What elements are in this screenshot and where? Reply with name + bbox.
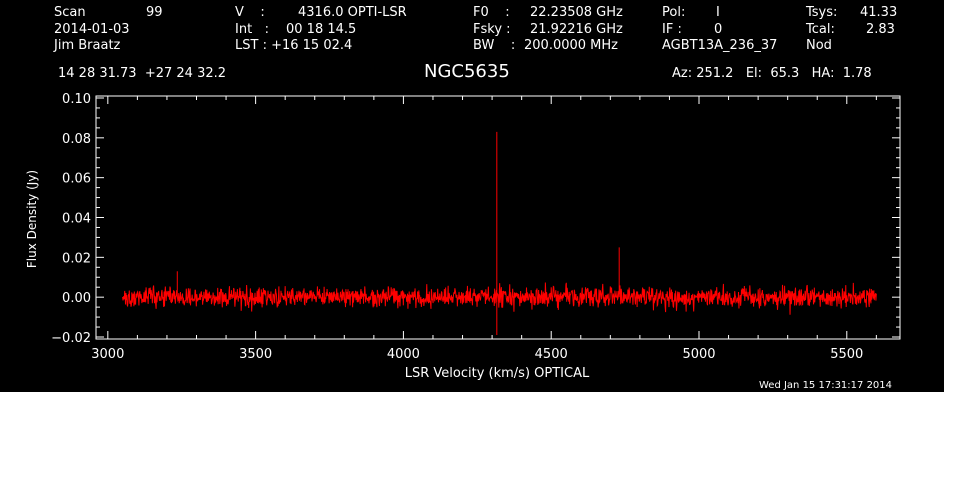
- scan-value: 99: [146, 5, 163, 20]
- spectrum-line: [122, 282, 877, 315]
- velocity-value: 4316.0 OPTI-LSR: [298, 5, 407, 20]
- y-tick-label: 0.08: [62, 132, 91, 147]
- observing-mode: Nod: [806, 38, 832, 53]
- x-axis-label: LSR Velocity (km/s) OPTICAL: [405, 366, 590, 381]
- plot-frame: [95, 95, 901, 340]
- velocity-label: V :: [235, 5, 265, 20]
- bandwidth-label: BW :: [473, 38, 516, 53]
- lst-text: LST : +16 15 02.4: [235, 38, 353, 53]
- y-tick-label: 0.00: [62, 291, 91, 306]
- tcal-value: 2.83: [866, 22, 895, 37]
- x-tick-label: 3500: [239, 347, 272, 362]
- integration-label: Int :: [235, 22, 269, 37]
- spectrum-chart: 3000 3500 4000 4500 5000 5500 −0.02 0.00 0.02 0.0…: [25, 92, 901, 381]
- pol-value: I: [716, 5, 720, 20]
- tcal-label: Tcal:: [806, 22, 835, 37]
- if-value: 0: [714, 22, 723, 37]
- if-label: IF :: [662, 22, 682, 37]
- plot-panel: Scan 99 2014-01-03 Jim Braatz V : 4316.0…: [0, 0, 944, 392]
- fsky-value: 21.92216 GHz: [530, 22, 623, 37]
- tsys-label: Tsys:: [806, 5, 838, 20]
- y-tick-label: 0.10: [62, 92, 91, 107]
- az-el-ha: Az: 251.2 El: 65.3 HA: 1.78: [672, 66, 872, 81]
- plot-timestamp: Wed Jan 15 17:31:17 2014: [759, 380, 893, 391]
- y-tick-label: 0.02: [62, 251, 91, 266]
- series-layer: [122, 131, 877, 336]
- x-tick-label: 4000: [387, 347, 420, 362]
- source-coordinates: 14 28 31.73 +27 24 32.2: [58, 66, 227, 81]
- axes-layer: 3000 3500 4000 4500 5000 5500 −0.02 0.00 0.02 0.0…: [51, 92, 901, 362]
- x-tick-label: 3000: [91, 347, 124, 362]
- tsys-value: 41.33: [860, 5, 898, 20]
- obs-date: 2014-01-03: [54, 22, 130, 37]
- fsky-label: Fsky :: [473, 22, 511, 37]
- observer: Jim Braatz: [54, 38, 121, 53]
- x-tick-label: 4500: [535, 347, 568, 362]
- bandwidth-value: 200.0000 MHz: [524, 38, 618, 53]
- f0-value: 22.23508 GHz: [530, 5, 623, 20]
- y-axis-label: Flux Density (Jy): [25, 170, 39, 268]
- f0-label: F0 :: [473, 5, 510, 20]
- scan-label: Scan: [54, 5, 86, 20]
- y-tick-label: −0.02: [51, 331, 91, 346]
- x-tick-label: 5500: [830, 347, 863, 362]
- x-tick-label: 5000: [682, 347, 715, 362]
- y-tick-label: 0.06: [62, 172, 91, 187]
- y-tick-label: 0.04: [62, 212, 91, 227]
- integration-value: 00 18 14.5: [286, 22, 357, 37]
- pol-label: Pol:: [662, 5, 686, 20]
- project-id: AGBT13A_236_37: [662, 38, 778, 53]
- source-name: NGC5635: [424, 61, 510, 82]
